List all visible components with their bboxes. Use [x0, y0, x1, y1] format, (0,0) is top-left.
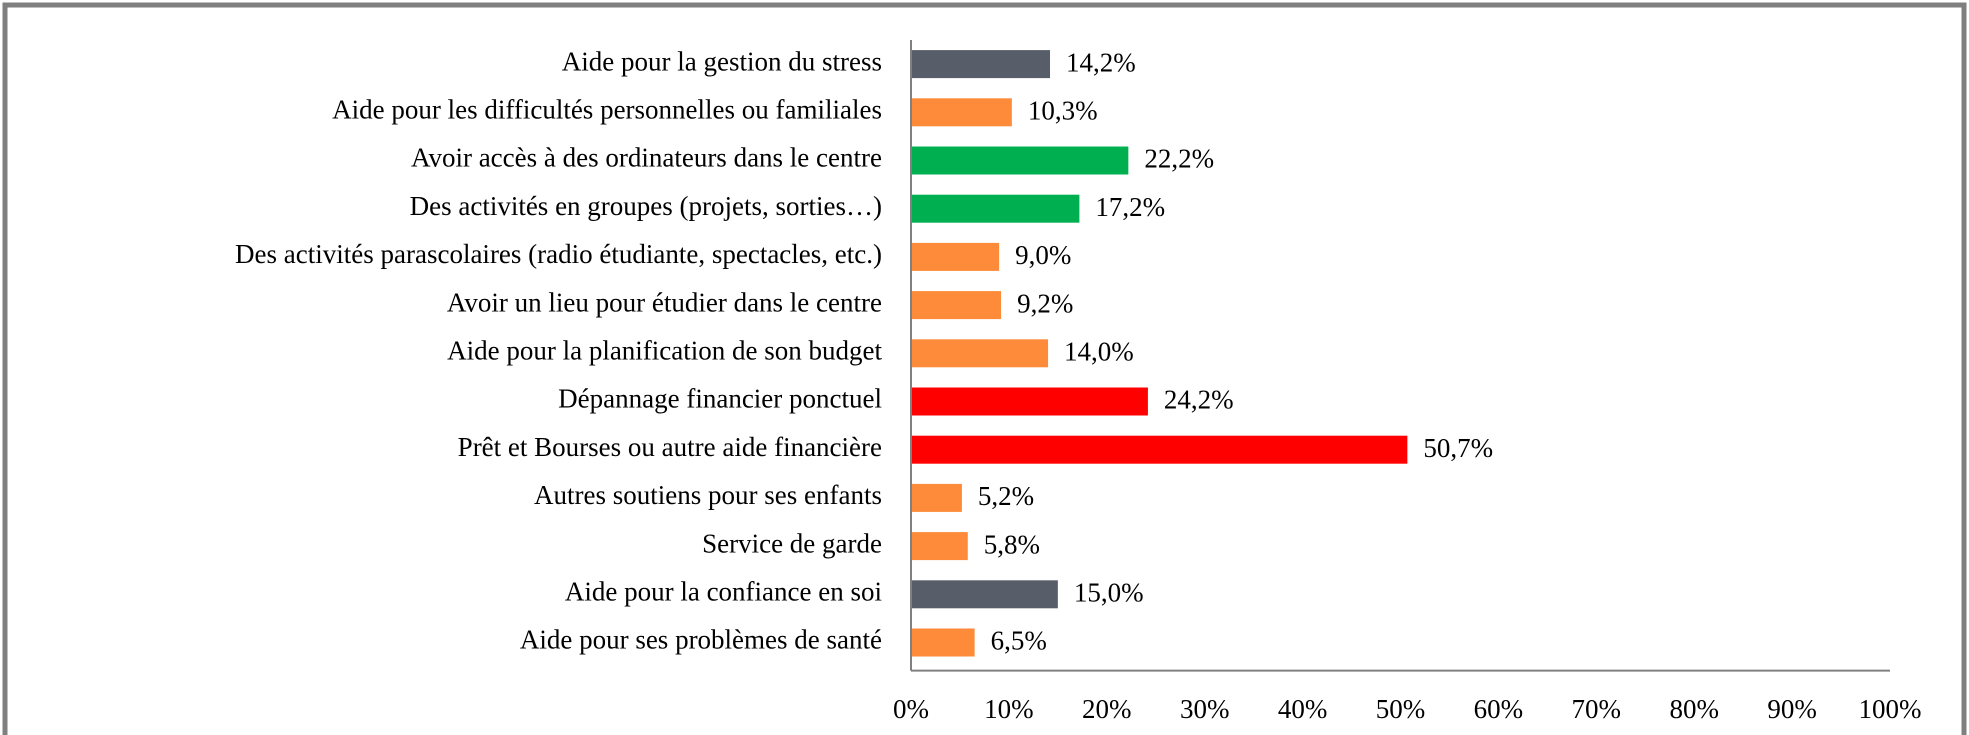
x-tick-label: 20% [1082, 694, 1132, 724]
value-label: 14,2% [1066, 47, 1136, 77]
bar [911, 387, 1148, 416]
category-label: Aide pour ses problèmes de santé [520, 625, 882, 655]
bar [911, 242, 1000, 271]
value-label: 15,0% [1074, 578, 1144, 608]
bar [911, 532, 968, 561]
x-tick-label: 90% [1767, 694, 1817, 724]
category-label: Aide pour les difficultés personnelles o… [332, 95, 882, 125]
bar [911, 50, 1051, 79]
category-label: Autres soutiens pour ses enfants [534, 480, 882, 510]
value-label: 9,0% [1015, 240, 1071, 270]
bar [911, 339, 1049, 368]
value-label: 17,2% [1095, 192, 1165, 222]
x-tick-label: 30% [1180, 694, 1230, 724]
bar [911, 580, 1058, 609]
category-label: Des activités en groupes (projets, sorti… [410, 191, 882, 221]
value-label: 6,5% [991, 626, 1047, 656]
bar [911, 291, 1002, 320]
category-label: Aide pour la gestion du stress [562, 46, 882, 76]
category-label: Dépannage financier ponctuel [558, 384, 882, 414]
x-tick-label: 70% [1572, 694, 1622, 724]
value-label: 24,2% [1164, 385, 1234, 415]
x-tick-label: 60% [1474, 694, 1524, 724]
category-label: Des activités parascolaires (radio étudi… [235, 239, 882, 269]
value-label: 5,8% [984, 529, 1040, 559]
value-label: 50,7% [1423, 433, 1493, 463]
value-label: 10,3% [1028, 96, 1098, 126]
value-label: 9,2% [1017, 288, 1073, 318]
category-label: Avoir accès à des ordinateurs dans le ce… [411, 143, 882, 173]
x-tick-label: 40% [1278, 694, 1328, 724]
bar [911, 483, 962, 512]
bar [911, 194, 1080, 223]
x-tick-label: 0% [893, 694, 929, 724]
x-tick-label: 50% [1376, 694, 1426, 724]
value-label: 14,0% [1064, 337, 1134, 367]
value-label: 22,2% [1144, 144, 1214, 174]
x-tick-label: 100% [1859, 694, 1922, 724]
category-label: Aide pour la confiance en soi [565, 577, 882, 607]
bar [911, 146, 1129, 175]
bar [911, 98, 1012, 127]
category-label: Prêt et Bourses ou autre aide financière [458, 432, 882, 462]
category-label: Service de garde [702, 528, 882, 558]
category-label: Avoir un lieu pour étudier dans le centr… [447, 287, 882, 317]
bar [911, 628, 975, 657]
x-tick-label: 10% [984, 694, 1034, 724]
value-label: 5,2% [978, 481, 1034, 511]
bar [911, 435, 1408, 464]
x-tick-label: 80% [1669, 694, 1719, 724]
category-label: Aide pour la planification de son budget [447, 336, 882, 366]
